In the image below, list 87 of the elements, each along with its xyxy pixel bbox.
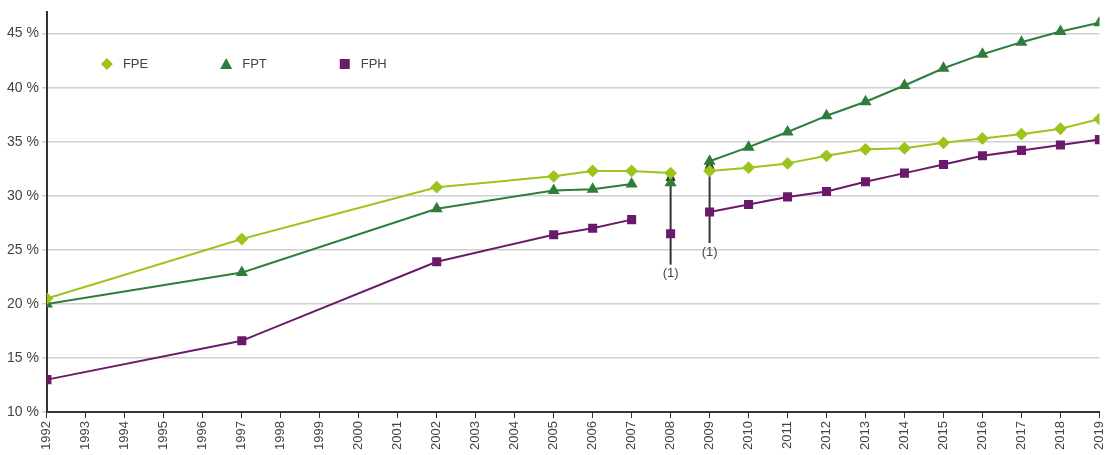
point [743, 141, 754, 151]
x-tick-label: 2006 [584, 421, 600, 450]
point [705, 207, 715, 217]
point [742, 161, 755, 174]
x-tick-label: 2000 [350, 421, 366, 450]
point [977, 151, 987, 161]
x-tick-label: 2005 [545, 421, 561, 450]
point [237, 336, 247, 346]
x-tick-label: 2008 [662, 421, 678, 450]
y-tick-label: 10 % [6, 402, 39, 419]
x-tick-label: 2003 [467, 421, 483, 450]
point [588, 223, 598, 233]
x-tick-label: 1998 [272, 421, 288, 450]
y-tick-label: 20 % [6, 294, 39, 311]
point [821, 109, 832, 120]
point [899, 79, 910, 90]
x-tick-label: 2010 [740, 421, 756, 450]
x-tick-label: 2013 [857, 421, 873, 450]
point [666, 229, 676, 239]
y-tick-label: 25 % [6, 240, 39, 257]
point [977, 48, 988, 58]
legend-label: FPT [242, 55, 267, 71]
point [976, 132, 989, 145]
x-tick-label: 1997 [233, 421, 249, 450]
x-tick-label: 2015 [935, 421, 951, 450]
x-tick-label: 2016 [974, 421, 990, 450]
point [1016, 145, 1026, 155]
point [703, 164, 716, 177]
x-tick-label: 2004 [506, 421, 522, 450]
point [1016, 36, 1027, 46]
point [547, 170, 560, 183]
point [431, 202, 443, 213]
point [235, 233, 248, 246]
y-tick-label: 30 % [6, 186, 39, 203]
point [549, 230, 559, 240]
point [586, 164, 599, 177]
x-tick-label: 2017 [1013, 421, 1029, 450]
point [1015, 128, 1028, 141]
point [781, 157, 794, 170]
point [937, 136, 950, 149]
point [625, 164, 638, 177]
legend-label: FPE [122, 55, 149, 71]
point [820, 149, 833, 162]
y-tick-label: 15 % [6, 348, 39, 365]
point [704, 155, 715, 165]
x-tick-label: 2009 [701, 421, 717, 450]
point [587, 183, 598, 193]
point [432, 257, 442, 267]
point [1055, 140, 1065, 150]
point [859, 143, 872, 156]
annotation: (1) [662, 265, 679, 281]
point [236, 266, 248, 277]
x-tick-label: 1996 [194, 421, 210, 450]
x-tick-label: 2014 [896, 421, 912, 450]
point [627, 215, 637, 225]
point [860, 177, 871, 187]
point [548, 184, 559, 194]
x-tick-label: 2018 [1052, 421, 1067, 450]
x-tick-label: 2012 [818, 421, 834, 450]
y-tick-label: 45 % [6, 24, 39, 41]
point [899, 168, 910, 178]
x-tick-label: 2007 [623, 421, 639, 450]
point [782, 126, 793, 136]
point [938, 62, 949, 72]
x-tick-label: 2011 [779, 421, 795, 450]
point [430, 181, 443, 194]
x-tick-label: 1992 [38, 421, 54, 450]
point [626, 177, 637, 188]
x-tick-label: 2001 [389, 421, 405, 450]
y-tick-label: 35 % [6, 132, 39, 149]
x-tick-label: 1994 [116, 421, 132, 450]
point [822, 186, 832, 197]
legend-label: FPH [360, 55, 387, 71]
x-tick-label: 2002 [428, 421, 444, 450]
x-tick-label: 1993 [77, 421, 93, 450]
x-tick-label: 1995 [155, 421, 171, 450]
point [1055, 25, 1066, 35]
y-tick-label: 40 % [6, 78, 39, 95]
point [744, 199, 754, 210]
x-tick-label: 2019 [1090, 421, 1106, 450]
x-tick-label: 1999 [311, 421, 327, 450]
point [938, 159, 949, 169]
point [783, 192, 793, 202]
point [860, 95, 871, 106]
annotation: (1) [701, 243, 718, 259]
point [898, 142, 911, 155]
point [1054, 122, 1067, 135]
